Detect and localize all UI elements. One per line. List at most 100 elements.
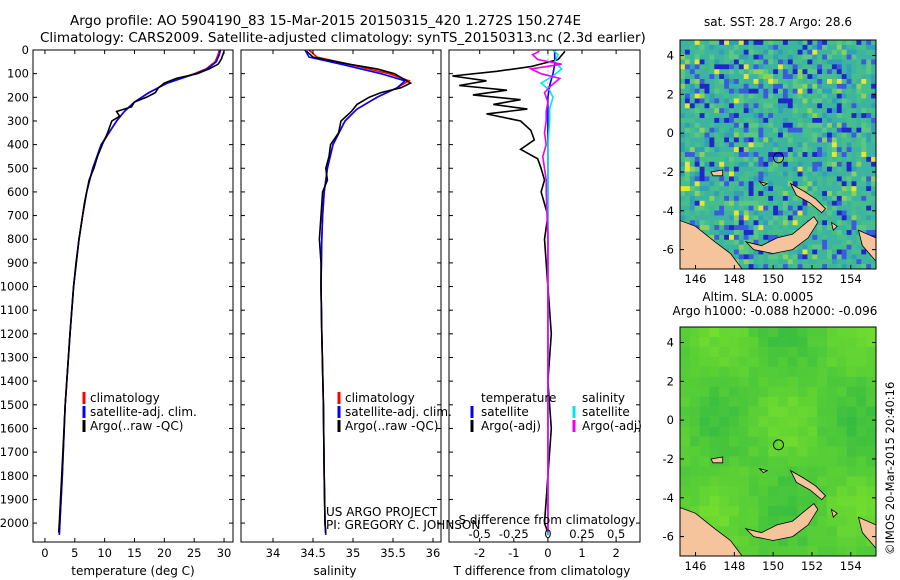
- sla-cell: [797, 356, 808, 368]
- sst-cell: [822, 181, 828, 187]
- sst-cell: [743, 166, 749, 172]
- sla-cell: [817, 366, 828, 378]
- sst-cell: [856, 225, 862, 231]
- sst-cell: [753, 230, 759, 236]
- sst-cell: [778, 40, 784, 46]
- sst-cell: [724, 132, 730, 138]
- sst-cell: [704, 54, 710, 60]
- sst-cell: [827, 191, 833, 197]
- sst-cell: [856, 191, 862, 197]
- map-y-tick-label: -2: [663, 452, 674, 466]
- sst-cell: [768, 132, 774, 138]
- sst-cell: [856, 69, 862, 75]
- sst-cell: [787, 171, 793, 177]
- sst-cell: [792, 200, 798, 206]
- sst-cell: [719, 230, 725, 236]
- sst-cell: [748, 88, 754, 94]
- sst-cell: [846, 59, 852, 65]
- sst-cell: [748, 117, 754, 124]
- sst-cell: [773, 83, 779, 90]
- sst-cell: [680, 64, 686, 70]
- sst-cell: [729, 152, 735, 158]
- sst-cell: [680, 200, 686, 206]
- sst-cell: [738, 161, 744, 167]
- sla-cell: [689, 486, 700, 497]
- sst-cell: [846, 239, 852, 245]
- sst-cell: [792, 205, 798, 211]
- sst-cell: [817, 152, 823, 158]
- sst-cell: [733, 225, 740, 231]
- map-y-tick-label: 2: [667, 87, 674, 101]
- sla-cell: [827, 346, 838, 358]
- sst-cell: [807, 98, 813, 104]
- sst-cell: [827, 64, 833, 70]
- sst-cell: [738, 40, 744, 46]
- sst-cell: [812, 49, 818, 55]
- sst-cell: [802, 132, 808, 138]
- y-tick-label: 1100: [0, 303, 29, 317]
- sla-cell: [768, 346, 779, 358]
- sst-cell: [763, 93, 769, 99]
- sst-cell: [807, 74, 813, 80]
- sla-cell: [719, 466, 730, 477]
- sla-cell: [836, 446, 847, 457]
- sla-cell: [856, 446, 867, 457]
- sst-cell: [743, 186, 749, 192]
- sla-cell: [689, 346, 700, 358]
- sst-cell: [748, 83, 754, 90]
- sla-cell: [778, 336, 789, 348]
- sst-cell: [758, 249, 764, 255]
- sst-cell: [836, 54, 842, 60]
- sst-cell: [861, 191, 867, 197]
- sla-cell: [787, 346, 798, 358]
- sst-cell: [729, 83, 735, 90]
- sst-cell: [733, 191, 740, 197]
- sst-cell: [827, 74, 833, 80]
- sst-cell: [719, 127, 725, 133]
- sst-cell: [807, 191, 813, 197]
- sst-cell: [684, 215, 691, 221]
- sst-cell: [714, 59, 720, 65]
- sst-cell: [822, 88, 828, 94]
- sst-cell: [768, 93, 774, 99]
- sst-cell: [782, 249, 789, 255]
- sla-cell: [797, 386, 808, 397]
- sst-cell: [866, 220, 872, 226]
- sst-cell: [856, 132, 862, 138]
- sst-cell: [817, 215, 823, 221]
- sst-cell: [724, 142, 730, 148]
- sst-cell: [846, 254, 852, 260]
- sst-cell: [797, 210, 803, 216]
- sst-cell: [719, 103, 725, 109]
- sst-cell: [807, 259, 813, 265]
- legend-satellite-clim: satellite-adj. clim.: [345, 405, 452, 419]
- y-tick-label: 1200: [0, 327, 29, 341]
- sla-cell: [836, 546, 847, 556]
- sst-cell: [851, 69, 857, 75]
- sla-cell: [689, 446, 700, 457]
- sst-cell: [753, 210, 759, 216]
- sst-cell: [689, 156, 695, 163]
- sst-cell: [719, 117, 725, 124]
- sst-cell: [802, 220, 808, 226]
- sst-cell: [709, 225, 715, 231]
- sst-cell: [719, 200, 725, 206]
- sst-cell: [694, 191, 700, 197]
- sst-cell: [812, 234, 818, 241]
- sst-cell: [733, 181, 740, 187]
- sst-cell: [738, 117, 744, 124]
- sla-cell: [787, 376, 798, 388]
- sst-cell: [797, 54, 803, 60]
- sst-cell: [758, 254, 764, 260]
- sla-cell: [699, 436, 710, 447]
- sst-cell: [782, 49, 789, 55]
- sst-cell: [719, 215, 725, 221]
- sst-cell: [763, 166, 769, 172]
- sla-cell: [719, 486, 730, 497]
- sst-cell: [782, 74, 789, 80]
- sst-cell: [782, 166, 789, 172]
- sst-cell: [699, 88, 705, 94]
- sst-cell: [846, 225, 852, 231]
- sst-cell: [680, 83, 686, 90]
- sla-cell: [758, 436, 769, 447]
